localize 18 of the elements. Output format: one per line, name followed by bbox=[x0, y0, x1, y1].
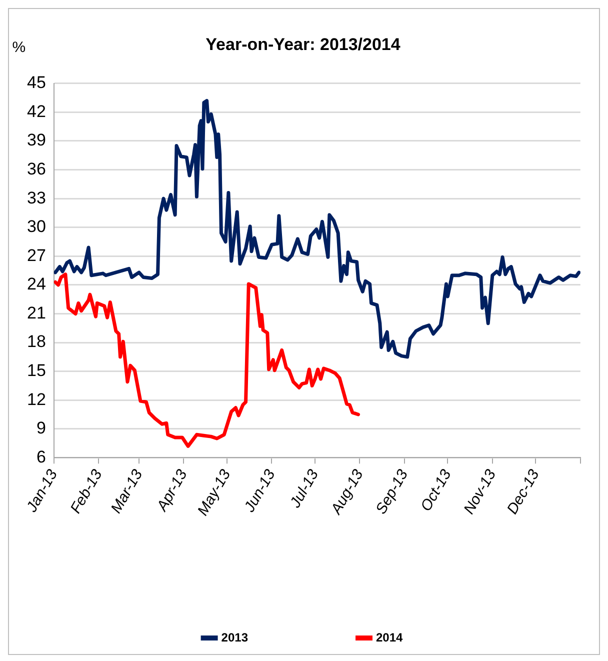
y-tick-label: 6 bbox=[36, 447, 46, 466]
legend-label: 2014 bbox=[376, 630, 404, 644]
y-tick-label: 12 bbox=[26, 390, 46, 409]
y-tick-label: 33 bbox=[26, 188, 46, 208]
y-tick-label: 45 bbox=[26, 73, 46, 92]
y-tick-label: 39 bbox=[26, 130, 46, 150]
y-tick-label: 30 bbox=[26, 217, 46, 236]
y-tick-label: 27 bbox=[26, 246, 46, 265]
legend-label: 2013 bbox=[221, 630, 248, 644]
y-tick-label: 9 bbox=[36, 418, 46, 438]
y-tick-label: 21 bbox=[26, 303, 46, 322]
y-axis-title: % bbox=[12, 39, 26, 56]
y-tick-label: 36 bbox=[26, 159, 46, 178]
chart-title: Year-on-Year: 2013/2014 bbox=[206, 34, 401, 54]
y-tick-label: 42 bbox=[26, 102, 46, 121]
y-tick-label: 18 bbox=[26, 332, 46, 352]
y-tick-label: 15 bbox=[26, 361, 46, 380]
y-tick-label: 24 bbox=[26, 274, 46, 294]
